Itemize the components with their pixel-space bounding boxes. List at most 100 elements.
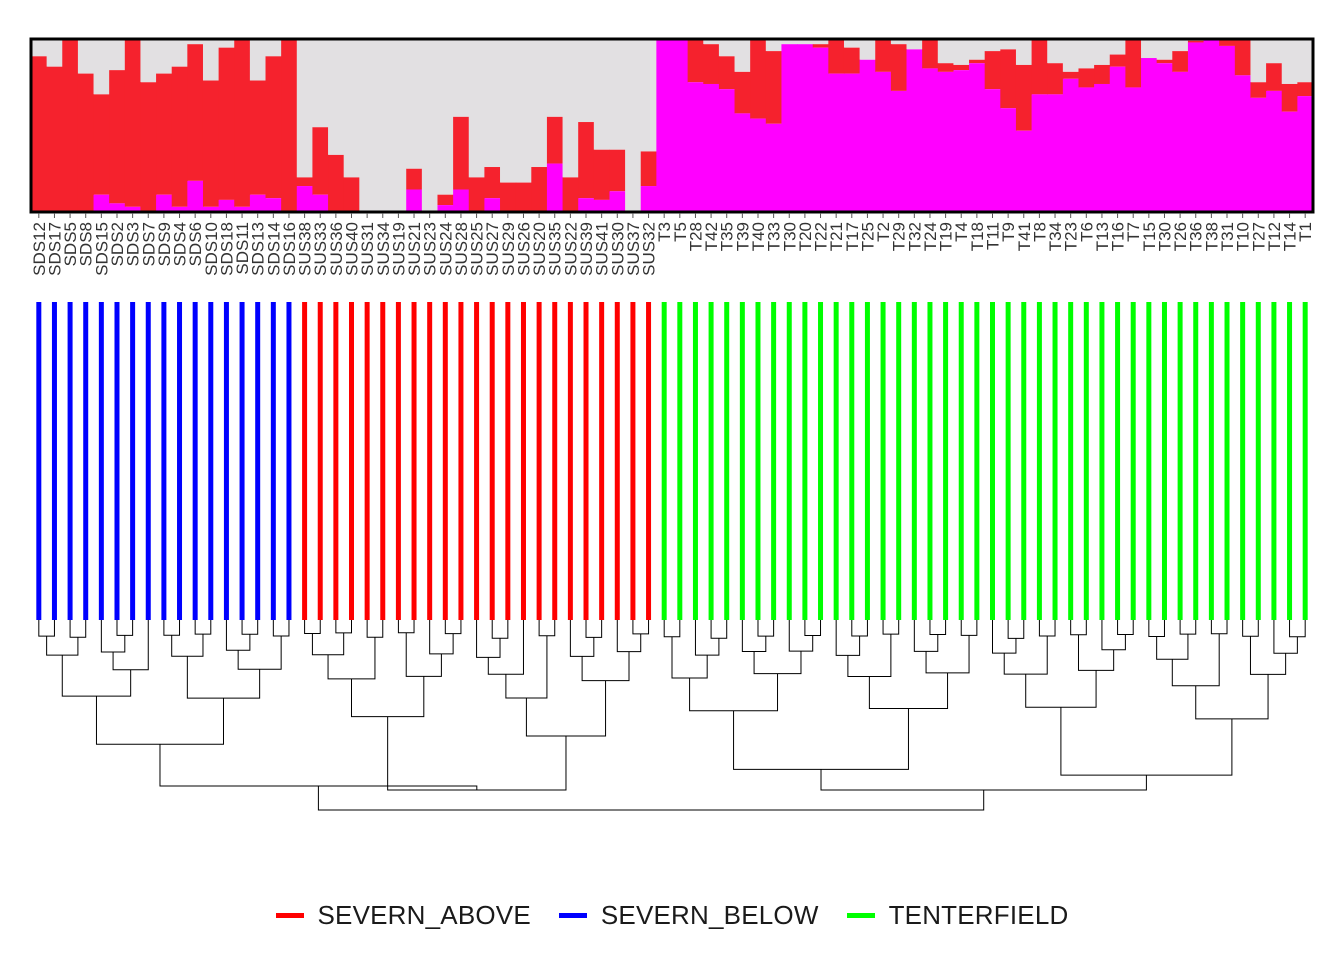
- bar-sus23: [421, 39, 439, 212]
- bar-segment-red-sds12: [31, 56, 48, 212]
- bar-segment-red-t8: [1031, 39, 1048, 95]
- barplot-frame: [29, 37, 1315, 214]
- sample-label-t35: T35: [718, 222, 737, 251]
- bar-segment-grey-sus24: [437, 39, 454, 195]
- bar-segment-magenta-t28: [687, 82, 704, 212]
- dendrogram-link-30: [538, 620, 556, 637]
- dendrogram-link-20: [366, 620, 384, 638]
- bar-segment-red-t33: [765, 51, 783, 124]
- bar-segment-magenta-t41: [1015, 130, 1033, 212]
- sample-label-t32: T32: [905, 222, 924, 251]
- bar-segment-red-t17: [843, 47, 861, 74]
- bar-segment-magenta-t30: [1156, 63, 1173, 212]
- bar-segment-magenta-t11: [984, 89, 1001, 212]
- bar-segment-magenta-t34: [1047, 94, 1064, 212]
- bar-segment-magenta-t8: [1031, 94, 1048, 212]
- bar-segment-grey-t30: [781, 39, 798, 45]
- dendrogram-link-41: [694, 620, 720, 656]
- bar-segment-magenta-t7: [1125, 87, 1142, 212]
- dendrogram-link-48: [689, 673, 779, 712]
- bar-segment-grey-sus29: [500, 39, 517, 183]
- sample-label-sus21: SUS21: [405, 222, 424, 276]
- bar-t12: [1266, 39, 1283, 212]
- bar-segment-grey-sus39: [578, 39, 595, 123]
- sample-label-sds15: SDS15: [92, 222, 111, 276]
- bar-sds14: [265, 39, 282, 212]
- bar-segment-grey-t33: [765, 39, 783, 52]
- bar-segment-red-sds4: [171, 66, 188, 207]
- bar-t19: [937, 39, 955, 213]
- bar-sds8: [77, 39, 95, 212]
- bar-segment-magenta-t21: [828, 73, 845, 212]
- bar-segment-grey-t26: [1172, 39, 1189, 52]
- bar-t28: [687, 39, 704, 212]
- dendrogram-link-60: [992, 620, 1017, 654]
- sample-label-t38: T38: [1202, 222, 1221, 251]
- bar-t27: [1250, 39, 1267, 212]
- sample-label-t14: T14: [1281, 222, 1300, 251]
- bar-segment-red-t41: [1015, 64, 1033, 131]
- bar-t29: [890, 39, 908, 212]
- sample-label-sds5: SDS5: [61, 222, 80, 266]
- bar-t39: [734, 39, 751, 212]
- bar-segment-magenta-t31: [1219, 45, 1236, 212]
- sample-label-t27: T27: [1249, 222, 1268, 251]
- sample-label-t12: T12: [1265, 222, 1284, 251]
- bar-segment-grey-sus28: [453, 39, 470, 117]
- bar-t24: [922, 39, 939, 212]
- bar-segment-grey-t6: [1078, 39, 1095, 69]
- bar-segment-magenta-sds3: [124, 206, 142, 212]
- bar-segment-magenta-t32: [906, 49, 923, 212]
- dendrogram-link-35: [616, 620, 642, 653]
- bar-segment-magenta-t42: [703, 83, 720, 212]
- bar-sds4: [171, 39, 188, 212]
- bar-segment-grey-t41: [1015, 39, 1033, 65]
- dendrogram-link-40: [710, 620, 728, 639]
- bar-segment-grey-t22: [812, 39, 829, 45]
- bar-t31: [1219, 39, 1236, 212]
- bar-segment-red-sds18: [218, 47, 235, 200]
- bar-segment-red-sus38: [296, 177, 314, 187]
- dendrogram-link-5: [100, 620, 126, 653]
- bar-segment-magenta-t18: [969, 63, 986, 212]
- dendrogram-link-25: [405, 632, 442, 677]
- bar-segment-magenta-t16: [1109, 66, 1126, 213]
- sample-label-sus39: SUS39: [577, 222, 596, 276]
- bar-segment-grey-t9: [1000, 39, 1017, 50]
- bar-sus38: [296, 39, 314, 212]
- bar-sds6: [187, 39, 204, 212]
- bar-sus28: [453, 39, 470, 212]
- dendrogram-link-55: [960, 620, 978, 636]
- bar-t38: [1203, 39, 1220, 212]
- bar-segment-magenta-sus38: [296, 186, 314, 212]
- bar-segment-red-t9: [1000, 49, 1017, 109]
- sample-label-t30: T30: [780, 222, 799, 251]
- bar-segment-magenta-sds18: [218, 199, 235, 212]
- sample-label-sus27: SUS27: [483, 222, 502, 276]
- legend-swatch-severn-below: [558, 912, 587, 918]
- bar-segment-red-t7: [1125, 39, 1142, 88]
- dendrogram-link-56: [925, 635, 970, 674]
- dendrogram-link-72: [1171, 633, 1220, 687]
- bar-t30: [781, 39, 798, 212]
- sample-label-t41: T41: [1015, 222, 1034, 251]
- sample-label-sus41: SUS41: [593, 222, 612, 276]
- bar-segment-red-t1: [1297, 82, 1314, 97]
- sample-label-sds7: SDS7: [139, 222, 158, 266]
- bar-segment-grey-sds2: [109, 39, 126, 71]
- sample-label-sus37: SUS37: [624, 222, 643, 276]
- legend-label-severn-below: SEVERN_BELOW: [600, 899, 819, 930]
- sample-label-sus19: SUS19: [389, 222, 408, 276]
- bar-t23: [1062, 39, 1080, 212]
- bar-segment-grey-sds4: [171, 39, 188, 67]
- bar-segment-magenta-t10: [1234, 75, 1252, 212]
- sample-label-t24: T24: [921, 222, 940, 251]
- bar-segment-magenta-t6: [1078, 87, 1095, 212]
- bar-segment-grey-sds7: [140, 39, 157, 83]
- bar-t9: [1000, 39, 1017, 212]
- bar-t35: [718, 39, 736, 212]
- bar-segment-grey-sus21: [406, 39, 423, 169]
- bar-segment-red-t16: [1109, 54, 1126, 67]
- sample-label-t39: T39: [733, 222, 752, 251]
